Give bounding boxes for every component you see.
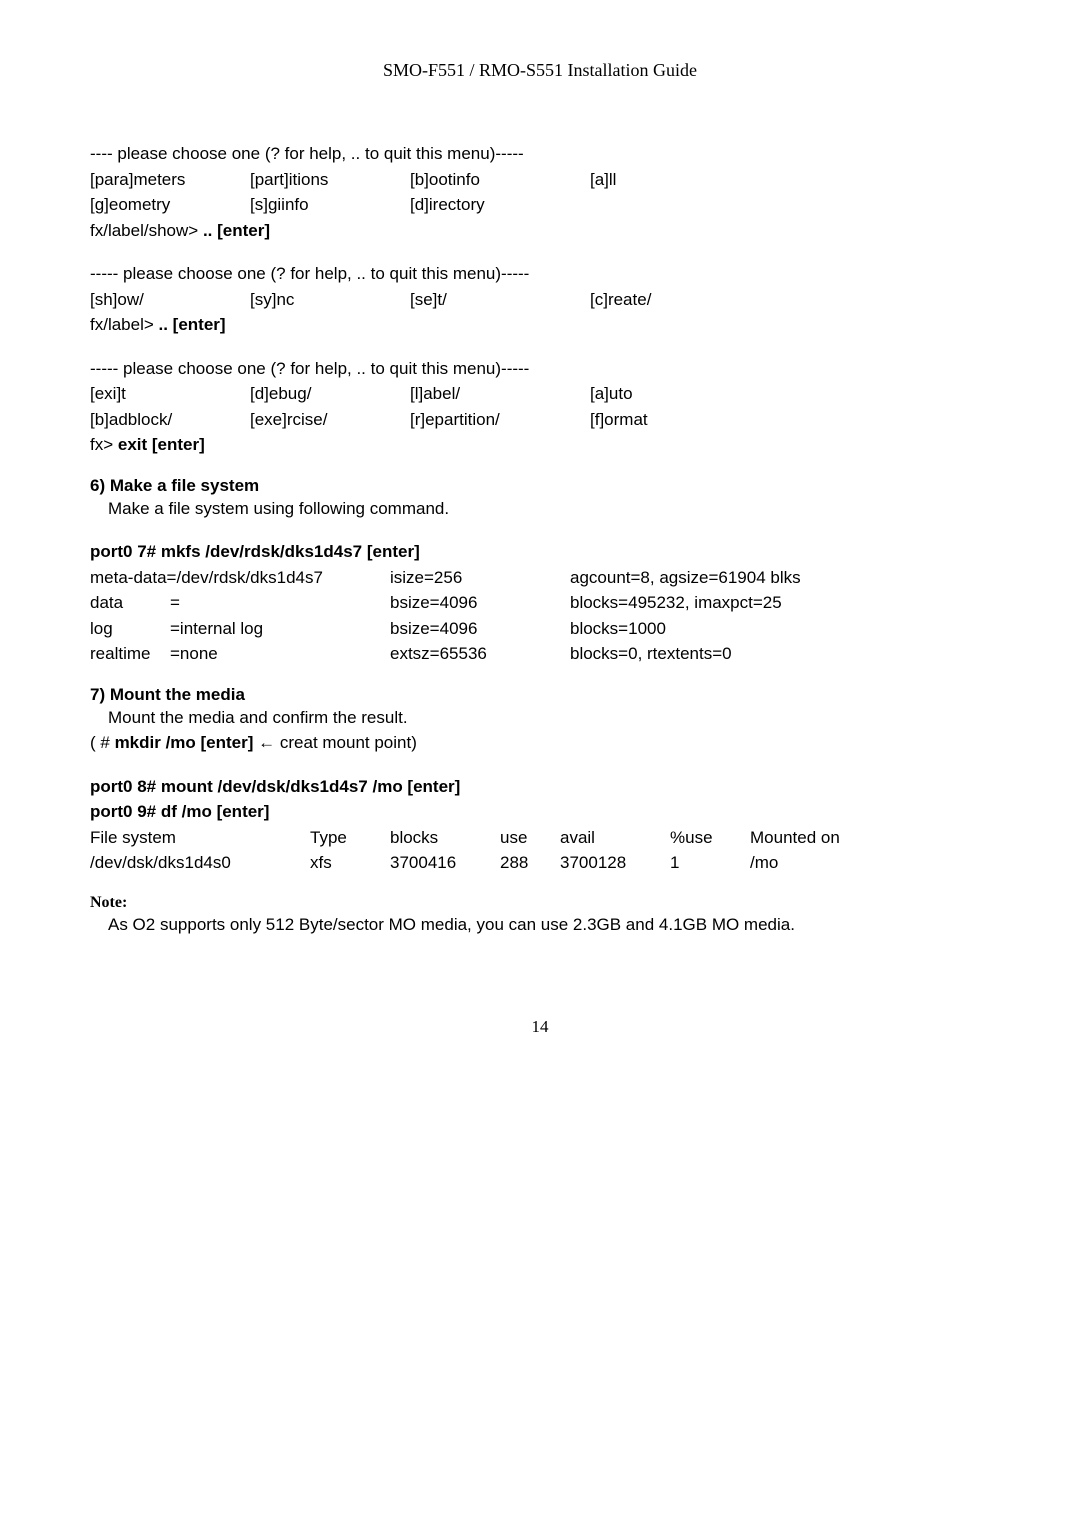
menu1-line: ---- please choose one (? for help, .. t… xyxy=(90,141,990,167)
step8-cmd2: port0 9# df /mo [enter] xyxy=(90,799,990,825)
cell: [l]abel/ xyxy=(410,381,590,407)
cell: [r]epartition/ xyxy=(410,407,590,433)
cell: use xyxy=(500,825,560,851)
page-header: SMO-F551 / RMO-S551 Installation Guide xyxy=(90,60,990,81)
cmd-pre: ( # xyxy=(90,733,115,752)
cell: [exe]rcise/ xyxy=(250,407,410,433)
cell: [part]itions xyxy=(250,167,410,193)
cell: [b]ootinfo xyxy=(410,167,590,193)
cell: /mo xyxy=(750,850,870,876)
cell: [sh]ow/ xyxy=(90,287,250,313)
cell: =none xyxy=(170,641,390,667)
step7-desc: Mount the media and confirm the result. xyxy=(90,705,990,731)
cell: File system xyxy=(90,825,310,851)
cmd-bold: mkdir /mo [enter] xyxy=(115,733,254,752)
cell: [c]reate/ xyxy=(590,287,770,313)
cell: bsize=4096 xyxy=(390,590,570,616)
df-row: /dev/dsk/dks1d4s0 xfs 3700416 288 370012… xyxy=(90,850,990,876)
cell: data xyxy=(90,590,170,616)
cell: 1 xyxy=(670,850,750,876)
cell: avail xyxy=(560,825,670,851)
cell: = xyxy=(170,590,390,616)
page-number: 14 xyxy=(90,1017,990,1037)
prompt-cmd: exit [enter] xyxy=(118,435,205,454)
cell: [d]ebug/ xyxy=(250,381,410,407)
cell: 3700416 xyxy=(390,850,500,876)
cell: [b]adblock/ xyxy=(90,407,250,433)
note-head: Note: xyxy=(90,894,990,912)
cell: blocks=0, rtextents=0 xyxy=(570,641,990,667)
cell: Mounted on xyxy=(750,825,870,851)
menu1-row1: [para]meters [part]itions [b]ootinfo [a]… xyxy=(90,167,990,193)
cell: 288 xyxy=(500,850,560,876)
cell: agcount=8, agsize=61904 blks xyxy=(570,565,990,591)
cell: [s]giinfo xyxy=(250,192,410,218)
menu3-line: ----- please choose one (? for help, .. … xyxy=(90,356,990,382)
cell: [se]t/ xyxy=(410,287,590,313)
cell: xfs xyxy=(310,850,390,876)
step8-cmd1: port0 8# mount /dev/dsk/dks1d4s7 /mo [en… xyxy=(90,774,990,800)
cell: blocks xyxy=(390,825,500,851)
step7-cmd: ( # mkdir /mo [enter] ← creat mount poin… xyxy=(90,730,990,756)
prompt-pre: fx/label/show> xyxy=(90,221,203,240)
cell: [a]ll xyxy=(590,167,770,193)
cell: [d]irectory xyxy=(410,192,590,218)
menu1-prompt: fx/label/show> .. [enter] xyxy=(90,218,990,244)
cell: /dev/dsk/dks1d4s0 xyxy=(90,850,310,876)
cell: bsize=4096 xyxy=(390,616,570,642)
menu2-line: ----- please choose one (? for help, .. … xyxy=(90,261,990,287)
step6-cmd: port0 7# mkfs /dev/rdsk/dks1d4s7 [enter] xyxy=(90,539,990,565)
cell: realtime xyxy=(90,641,170,667)
cell: 3700128 xyxy=(560,850,670,876)
note-body: As O2 supports only 512 Byte/sector MO m… xyxy=(90,912,990,938)
cell: [f]ormat xyxy=(590,407,770,433)
step7-title: 7) Mount the media xyxy=(90,685,990,705)
cell: [para]meters xyxy=(90,167,250,193)
prompt-pre: fx> xyxy=(90,435,118,454)
menu1-row2: [g]eometry [s]giinfo [d]irectory xyxy=(90,192,990,218)
cell: blocks=495232, imaxpct=25 xyxy=(570,590,990,616)
mkfs-row1: meta-data=/dev/rdsk/dks1d4s7 isize=256 a… xyxy=(90,565,990,591)
mkfs-row3: log =internal log bsize=4096 blocks=1000 xyxy=(90,616,990,642)
cell: Type xyxy=(310,825,390,851)
step6-desc: Make a file system using following comma… xyxy=(90,496,990,522)
cell: [g]eometry xyxy=(90,192,250,218)
mkfs-row2: data = bsize=4096 blocks=495232, imaxpct… xyxy=(90,590,990,616)
cell: [a]uto xyxy=(590,381,770,407)
cell: %use xyxy=(670,825,750,851)
cell: [exi]t xyxy=(90,381,250,407)
menu2-row1: [sh]ow/ [sy]nc [se]t/ [c]reate/ xyxy=(90,287,990,313)
cell: meta-data=/dev/rdsk/dks1d4s7 xyxy=(90,565,390,591)
cell: blocks=1000 xyxy=(570,616,990,642)
step6-title: 6) Make a file system xyxy=(90,476,990,496)
menu3-row2: [b]adblock/ [exe]rcise/ [r]epartition/ [… xyxy=(90,407,990,433)
cell: [sy]nc xyxy=(250,287,410,313)
df-header: File system Type blocks use avail %use M… xyxy=(90,825,990,851)
prompt-pre: fx/label> xyxy=(90,315,159,334)
cell: =internal log xyxy=(170,616,390,642)
menu3-prompt: fx> exit [enter] xyxy=(90,432,990,458)
cell: isize=256 xyxy=(390,565,570,591)
menu2-prompt: fx/label> .. [enter] xyxy=(90,312,990,338)
prompt-cmd: .. [enter] xyxy=(203,221,270,240)
cell: log xyxy=(90,616,170,642)
prompt-cmd: .. [enter] xyxy=(159,315,226,334)
cmd-post: ← creat mount point) xyxy=(253,733,416,752)
menu3-row1: [exi]t [d]ebug/ [l]abel/ [a]uto xyxy=(90,381,990,407)
mkfs-row4: realtime =none extsz=65536 blocks=0, rte… xyxy=(90,641,990,667)
cell: extsz=65536 xyxy=(390,641,570,667)
